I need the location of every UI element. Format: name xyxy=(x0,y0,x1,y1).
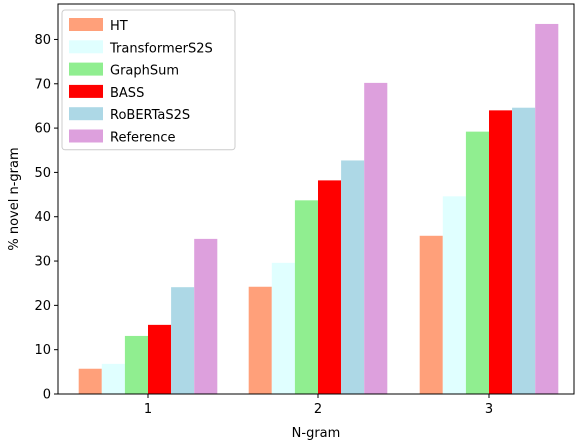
legend-label-robertas2s: RoBERTaS2S xyxy=(110,108,190,123)
legend-swatch-transformers2s xyxy=(69,40,103,54)
bars-group xyxy=(78,23,559,395)
legend-box xyxy=(61,9,236,151)
bar-graphsum-3 xyxy=(465,131,489,395)
legend-swatch-robertas2s xyxy=(69,107,103,121)
y-tick-label: 30 xyxy=(34,255,51,270)
bar-robertas2s-1 xyxy=(171,287,195,394)
bar-bass-1 xyxy=(148,324,172,394)
legend-swatch-ht xyxy=(69,18,103,31)
bar-graphsum-2 xyxy=(294,200,318,394)
legend-label-ht: HT xyxy=(110,19,128,34)
y-tick-label: 50 xyxy=(34,166,51,181)
y-axis-label: % novel n-gram xyxy=(7,147,22,250)
axes-group: 0 10 20 30 40 50 60 70 80 1 2 3 xyxy=(34,3,575,417)
bar-transformers2s-1 xyxy=(101,363,125,394)
bar-transformers2s-3 xyxy=(442,196,466,394)
x-tick-label: 3 xyxy=(485,402,493,417)
bar-robertas2s-3 xyxy=(512,107,536,395)
y-tick-label: 40 xyxy=(34,210,51,225)
legend: HT TransformerS2S GraphSum BASS RoBERTaS2S Re… xyxy=(61,9,236,151)
y-tick-label: 20 xyxy=(34,299,51,314)
legend-label-bass: BASS xyxy=(110,86,144,101)
legend-swatch-graphsum xyxy=(69,62,103,76)
bar-robertas2s-2 xyxy=(341,160,365,394)
bar-bass-3 xyxy=(489,110,513,394)
x-tick-label: 2 xyxy=(314,402,322,417)
y-tick-label: 10 xyxy=(34,343,51,358)
bar-ht-3 xyxy=(419,235,443,394)
legend-label-transformers2s: TransformerS2S xyxy=(109,41,213,56)
x-tick-label: 1 xyxy=(144,402,152,417)
bar-transformers2s-2 xyxy=(271,262,295,394)
y-tick-label: 70 xyxy=(34,77,51,92)
x-axis-label: N-gram xyxy=(292,426,341,441)
legend-label-reference: Reference xyxy=(110,131,175,146)
plot-frame xyxy=(57,3,575,395)
bar-ht-2 xyxy=(248,286,272,394)
bar-graphsum-1 xyxy=(124,335,148,394)
bar-reference-2 xyxy=(364,82,388,395)
legend-label-graphsum: GraphSum xyxy=(110,64,179,79)
legend-swatch-bass xyxy=(69,84,103,98)
y-tick-label: 0 xyxy=(43,388,51,403)
bar-ht-1 xyxy=(78,368,102,394)
bar-reference-3 xyxy=(535,23,559,395)
y-tick-label: 80 xyxy=(34,33,51,48)
y-tick-label: 60 xyxy=(34,122,51,137)
bar-bass-2 xyxy=(318,180,342,394)
bar-reference-1 xyxy=(194,238,218,394)
legend-swatch-reference xyxy=(69,129,103,143)
